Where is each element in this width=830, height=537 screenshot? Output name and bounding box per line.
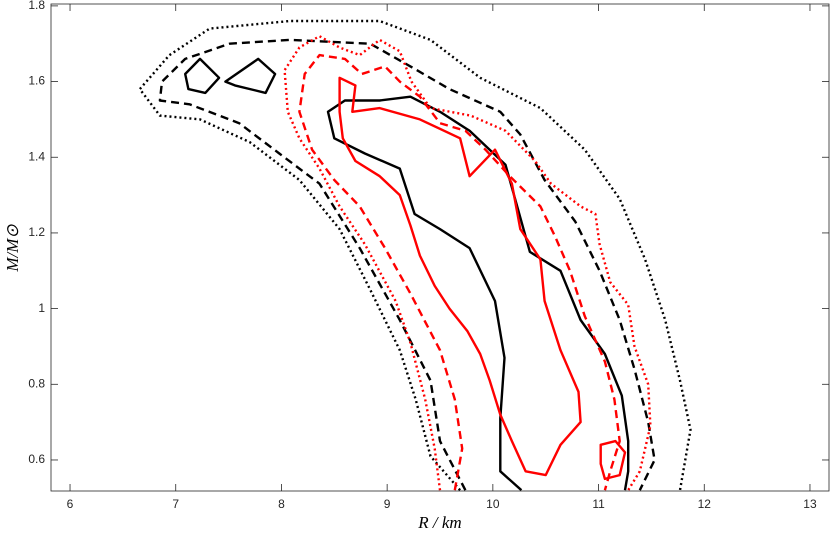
contour-line — [599, 439, 627, 481]
x-tick-label: 12 — [698, 497, 712, 511]
x-tick-label: 10 — [486, 497, 500, 511]
contour-line — [338, 76, 582, 477]
y-tick-label: 1 — [38, 301, 45, 315]
x-tick-label: 13 — [803, 497, 817, 511]
contour-line — [298, 53, 621, 491]
y-tick-label: 1.2 — [28, 225, 45, 239]
y-tick-label: 0.8 — [28, 376, 45, 390]
y-tick-label: 1.6 — [28, 74, 45, 88]
x-axis-label: R / km — [417, 513, 461, 532]
x-tick-label: 9 — [384, 497, 391, 511]
y-tick-label: 1.8 — [28, 0, 45, 12]
contour-line — [184, 57, 221, 95]
y-tick-label: 0.6 — [28, 452, 45, 466]
axes-box — [50, 3, 830, 492]
x-tick-label: 7 — [172, 497, 179, 511]
x-tick-label: 8 — [278, 497, 285, 511]
x-tick-label: 6 — [67, 497, 74, 511]
plot-area — [138, 19, 692, 491]
y-tick-label: 1.4 — [28, 149, 45, 163]
y-axis-label: M/M⊙ — [3, 224, 22, 273]
x-tick-label: 11 — [592, 497, 605, 511]
contour-line — [224, 57, 277, 95]
contour-line — [158, 38, 656, 491]
